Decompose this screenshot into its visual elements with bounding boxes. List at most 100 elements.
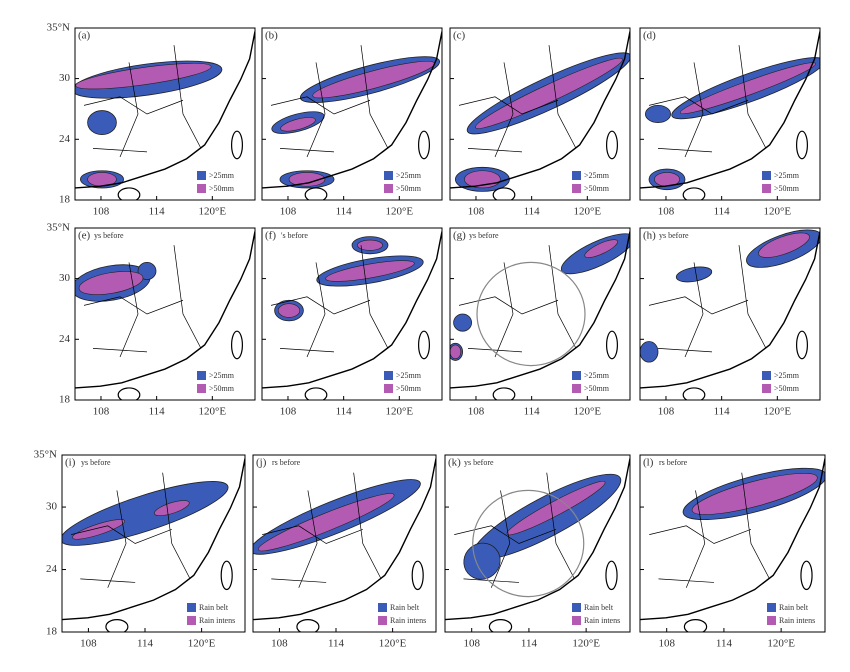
- rain-belt: [453, 313, 473, 332]
- legend-swatch: [378, 603, 387, 612]
- taiwan: [800, 560, 813, 591]
- legend-label: Rain intens: [390, 616, 426, 625]
- panel-frame: [261, 227, 443, 401]
- legend-label: >50mm: [584, 384, 610, 393]
- legend-label: >25mm: [774, 171, 800, 180]
- province-borders: [270, 45, 389, 158]
- lon-tick-label: 108: [658, 638, 675, 650]
- panel-note: ys before: [469, 231, 499, 240]
- lon-tick-label: 114: [328, 638, 345, 650]
- legend-swatch: [762, 384, 771, 393]
- hainan: [105, 619, 129, 632]
- legend-swatch: [384, 184, 393, 193]
- taiwan: [795, 130, 808, 160]
- panel-frame: [639, 454, 826, 633]
- lon-tick-label: 114: [716, 638, 733, 650]
- panel-frame: [74, 27, 256, 201]
- panel-label: (e): [78, 230, 91, 242]
- rain-intensity: [506, 481, 606, 536]
- panel-label: (i): [65, 457, 76, 469]
- rain-belt: [87, 110, 117, 136]
- hainan: [304, 187, 328, 200]
- panel-frame: [449, 227, 631, 401]
- legend-swatch: [572, 184, 581, 193]
- legend-label: >25mm: [396, 371, 422, 380]
- legend-label: >25mm: [209, 171, 235, 180]
- lon-tick-label: 108: [271, 638, 288, 650]
- legend-label: >25mm: [209, 371, 235, 380]
- legend-swatch: [384, 384, 393, 393]
- lat-tick-label: 24: [59, 133, 71, 145]
- lon-tick-label: 108: [93, 406, 110, 418]
- lon-tick-label: 108: [468, 406, 485, 418]
- lon-tick-label: 120°E: [764, 206, 792, 218]
- legend-swatch: [197, 384, 206, 393]
- coastline: [62, 458, 245, 621]
- rain-intensity: [78, 271, 144, 295]
- legend-swatch: [384, 171, 393, 180]
- hainan: [682, 187, 706, 200]
- lon-tick-label: 108: [280, 406, 297, 418]
- lon-tick-label: 114: [149, 406, 166, 418]
- legend-label: >50mm: [396, 184, 422, 193]
- rain-intensity: [357, 239, 383, 251]
- map-panel: (d) 108 114 120°E >25mm >50mm: [639, 27, 821, 218]
- legend-swatch: [187, 603, 196, 612]
- legend-label: >50mm: [584, 184, 610, 193]
- lon-tick-label: 114: [524, 206, 541, 218]
- panel-frame: [449, 27, 631, 201]
- hainan: [682, 387, 706, 400]
- hainan: [492, 187, 516, 200]
- lat-tick-label: 18: [46, 626, 58, 638]
- coastline: [450, 231, 630, 389]
- lon-tick-label: 114: [521, 638, 538, 650]
- map-content: [262, 231, 442, 400]
- panel-note: ys before: [94, 231, 124, 240]
- legend-label: >50mm: [774, 184, 800, 193]
- map-content: [640, 458, 825, 632]
- legend-swatch: [762, 371, 771, 380]
- lon-tick-label: 120°E: [188, 638, 216, 650]
- lon-tick-label: 108: [658, 406, 675, 418]
- map-panel: (l) rs before 108 114 120°E Rain belt Rain int…: [639, 454, 826, 650]
- map-panel: (h) ys before 108 114 120°E >25mm >50mm: [639, 227, 821, 418]
- map-panel: (i) ys before 108 114 120°E 35°N 30 24 18 Rain be…: [34, 449, 246, 650]
- lat-tick-label: 24: [59, 333, 71, 345]
- rain-intensity: [691, 473, 818, 515]
- legend-swatch: [572, 371, 581, 380]
- legend-label: >25mm: [396, 171, 422, 180]
- taiwan: [418, 130, 431, 160]
- panel-label: (b): [265, 30, 278, 42]
- legend-swatch: [572, 171, 581, 180]
- legend-label: Rain intens: [779, 616, 815, 625]
- lon-tick-label: 108: [463, 638, 480, 650]
- legend-label: Rain belt: [199, 603, 229, 612]
- coastline: [640, 458, 825, 621]
- legend-swatch: [378, 616, 387, 625]
- map-content: [62, 458, 245, 632]
- panel-label: (k): [448, 457, 461, 469]
- map-content: [262, 31, 442, 200]
- lat-tick-label: 18: [59, 394, 71, 406]
- highlight-circle: [472, 489, 585, 598]
- panel-label: (f): [265, 230, 276, 242]
- panel-frame: [61, 454, 246, 633]
- hainan: [117, 187, 141, 200]
- lon-tick-label: 120°E: [199, 206, 227, 218]
- lat-tick-label: 30: [46, 501, 58, 513]
- province-borders: [71, 472, 191, 588]
- legend-label: >25mm: [584, 371, 610, 380]
- panel-label: (d): [643, 30, 656, 42]
- lat-tick-label: 30: [59, 72, 71, 84]
- province-borders: [83, 45, 202, 158]
- map-content: [75, 31, 255, 200]
- map-panel: (a) 108 114 120°E 35°N 30 24 18 >25mm >50mm: [47, 22, 256, 218]
- hainan: [296, 619, 320, 632]
- panel-note: ys before: [659, 231, 689, 240]
- rain-intensity: [584, 239, 618, 258]
- panel-note: rs before: [659, 458, 688, 467]
- legend-label: >25mm: [584, 171, 610, 180]
- lon-tick-label: 120°E: [574, 206, 602, 218]
- rain-intensity: [280, 117, 316, 132]
- coastline: [75, 31, 255, 189]
